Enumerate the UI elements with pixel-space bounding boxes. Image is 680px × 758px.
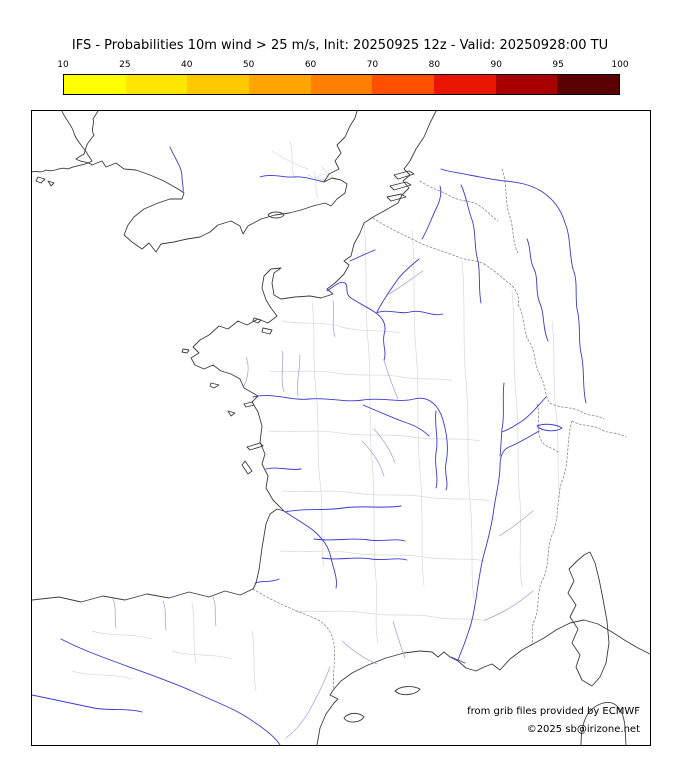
river-rhine bbox=[440, 168, 587, 404]
river-rhone bbox=[457, 430, 540, 661]
river-doubs bbox=[501, 396, 547, 433]
river-charente bbox=[265, 467, 302, 470]
department-borders bbox=[71, 140, 561, 692]
colorbar-tick-label: 100 bbox=[611, 60, 629, 70]
map-canvas: from grib files provided by ECMWF ©2025 … bbox=[31, 110, 651, 746]
river-seine bbox=[326, 281, 386, 361]
colorbar-tick-label: 80 bbox=[428, 60, 441, 70]
river-saone bbox=[499, 382, 505, 457]
colorbar-segment bbox=[495, 75, 558, 94]
colorbar-tick-label: 60 bbox=[304, 60, 317, 70]
colorbar-segment bbox=[557, 75, 620, 94]
colorbar-bar bbox=[63, 74, 620, 95]
credit-copyright: ©2025 sb@irizone.net bbox=[526, 724, 640, 735]
river-ebro bbox=[60, 638, 281, 745]
colorbar-tick-label: 10 bbox=[57, 60, 69, 70]
coast-corsica bbox=[567, 551, 610, 687]
credit-source: from grib files provided by ECMWF bbox=[467, 706, 640, 717]
colorbar-tick-label: 25 bbox=[119, 60, 131, 70]
colorbar-segment bbox=[434, 75, 496, 94]
colorbar-segment bbox=[187, 75, 250, 94]
coast-jersey bbox=[261, 327, 273, 335]
coast-guernsey bbox=[252, 317, 262, 324]
river-scheldt bbox=[421, 185, 442, 240]
lake-geneva bbox=[536, 423, 563, 432]
river-lot bbox=[313, 538, 406, 542]
river-thames bbox=[259, 175, 325, 183]
colorbar-segment bbox=[64, 75, 126, 94]
river-severn bbox=[169, 146, 184, 193]
colorbar-tick-label: 40 bbox=[181, 60, 193, 70]
river-dordogne bbox=[284, 505, 402, 513]
river-garonne bbox=[283, 510, 337, 589]
coast-menorca bbox=[394, 686, 421, 696]
coast-ireland bbox=[32, 111, 93, 173]
coast-great-britain bbox=[75, 111, 358, 253]
colorbar-ticks: 10 25 40 50 60 70 80 90 95 100 bbox=[57, 60, 628, 73]
colorbar-tick-label: 50 bbox=[242, 60, 255, 70]
river-moselle bbox=[526, 238, 549, 342]
colorbar-segment bbox=[249, 75, 311, 94]
river-meuse bbox=[460, 184, 482, 304]
colorbar-tick-label: 90 bbox=[490, 60, 502, 70]
river-allier bbox=[435, 410, 438, 489]
river-marne bbox=[375, 310, 444, 316]
colorbar-tick-label: 95 bbox=[552, 60, 564, 70]
river-tarn bbox=[321, 557, 408, 561]
colorbar-tick-label: 70 bbox=[366, 60, 379, 70]
colorbar-segment bbox=[310, 75, 373, 94]
river-oise bbox=[376, 258, 420, 313]
river-duero bbox=[32, 694, 143, 713]
coast-mediterranean bbox=[316, 619, 650, 745]
basemap-svg bbox=[32, 111, 650, 745]
credits: from grib files provided by ECMWF ©2025 … bbox=[467, 703, 640, 739]
river-cher bbox=[362, 404, 430, 437]
coastlines bbox=[32, 111, 650, 745]
colorbar: 10 25 40 50 60 70 80 90 95 100 bbox=[57, 60, 629, 95]
rivers-major bbox=[32, 146, 587, 745]
river-loire bbox=[252, 395, 448, 491]
colorbar-segment bbox=[125, 75, 188, 94]
coast-continent bbox=[32, 111, 437, 603]
colorbar-segment bbox=[372, 75, 435, 94]
coast-isle-of-wight bbox=[267, 211, 285, 219]
coast-mallorca bbox=[343, 712, 365, 723]
coast-sardinia bbox=[580, 702, 627, 745]
page-title: IFS - Probabilities 10m wind > 25 m/s, I… bbox=[71, 38, 609, 53]
rivers-minor bbox=[112, 270, 534, 739]
river-adour bbox=[254, 578, 280, 584]
river-somme bbox=[349, 249, 376, 262]
country-borders bbox=[252, 168, 627, 690]
